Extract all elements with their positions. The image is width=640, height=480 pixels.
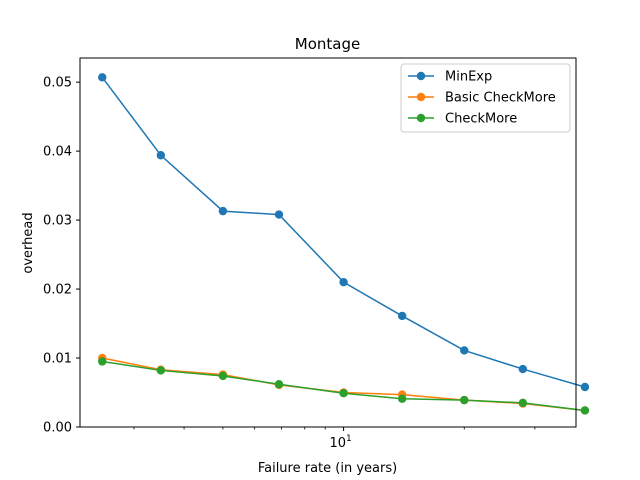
x-axis-label: Failure rate (in years) (258, 461, 397, 476)
legend-label: MinExp (445, 70, 492, 85)
data-point (339, 389, 348, 398)
y-tick-label: 0.05 (43, 76, 72, 91)
legend: MinExp Basic CheckMore CheckMore (400, 63, 571, 133)
data-point (156, 366, 166, 375)
y-tick-label: 0.02 (43, 283, 72, 298)
data-point (156, 151, 166, 160)
legend-label: Basic CheckMore (445, 91, 556, 106)
data-point (339, 277, 348, 287)
data-point (580, 406, 590, 415)
plot-frame (79, 57, 577, 428)
data-point (397, 311, 407, 321)
data-point (580, 382, 590, 392)
data-point (218, 206, 228, 216)
y-tick-label: 0.01 (43, 352, 72, 367)
legend-marker (416, 113, 426, 123)
data-point (460, 395, 469, 405)
legend-box (400, 63, 571, 133)
data-point (98, 73, 107, 82)
data-point (460, 346, 469, 355)
plot-area: 0.00 0.01 0.02 0.03 0.04 0.05 101 (43, 57, 590, 451)
y-tick-label: 0.03 (43, 214, 72, 229)
data-point (397, 394, 407, 403)
legend-marker (416, 71, 426, 81)
chart-title: Montage (295, 35, 360, 53)
data-point (218, 371, 228, 381)
legend-label: CheckMore (445, 112, 517, 127)
data-point (518, 398, 528, 408)
data-point (274, 210, 284, 219)
y-tick-label: 0.04 (43, 145, 72, 160)
legend-marker (416, 92, 426, 102)
series-line-2 (102, 360, 586, 412)
y-axis-label: overhead (21, 212, 36, 273)
data-point (518, 364, 528, 374)
x-tick-label: 101 (329, 434, 351, 451)
data-point (274, 380, 284, 389)
data-point (98, 357, 107, 366)
y-tick-label: 0.00 (43, 421, 72, 436)
